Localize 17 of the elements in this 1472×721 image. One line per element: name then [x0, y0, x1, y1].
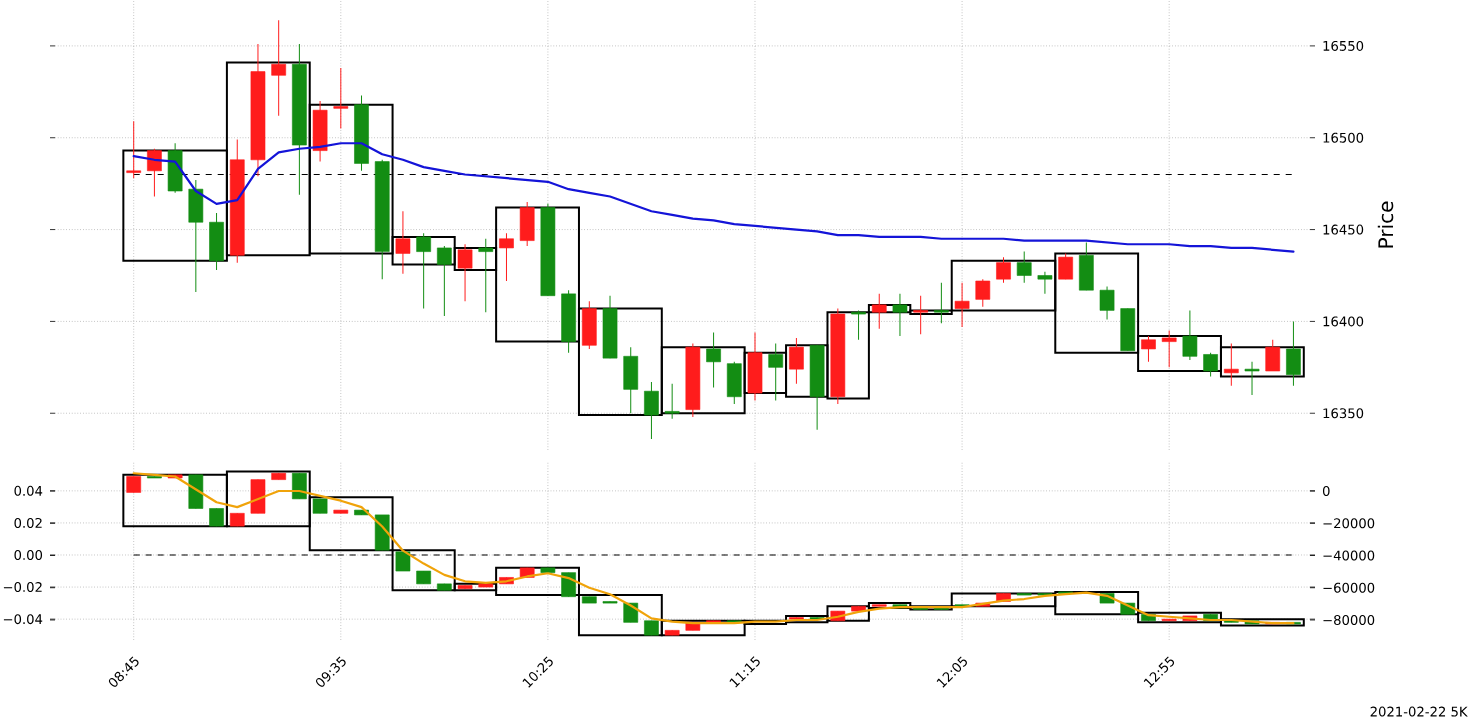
- y-axis-title: Price: [1377, 201, 1394, 248]
- y2-tick-label: 0: [1322, 486, 1330, 496]
- y-tick-label: 16550: [1323, 40, 1364, 51]
- y2-tick-label: −20000: [1323, 518, 1375, 529]
- y2-tick-label: −40000: [1323, 550, 1375, 561]
- y-tick-label: 16350: [1323, 408, 1364, 419]
- y-tick-label: 16450: [1323, 224, 1364, 235]
- y2-tick-label: −80000: [1323, 615, 1375, 625]
- y-tick-label: −0.02: [3, 582, 42, 593]
- text: 2021-02-22 5K: [1370, 706, 1468, 717]
- y2-tick-label: −60000: [1323, 582, 1375, 593]
- y-tick-label: 0.04: [14, 485, 43, 496]
- y-tick-label: 16400: [1323, 316, 1364, 327]
- y-tick-label: 0.02: [14, 517, 42, 528]
- y-tick-label: 0.00: [14, 550, 43, 560]
- y-tick-label: −0.04: [3, 614, 43, 625]
- y-tick-label: 16500: [1323, 132, 1364, 143]
